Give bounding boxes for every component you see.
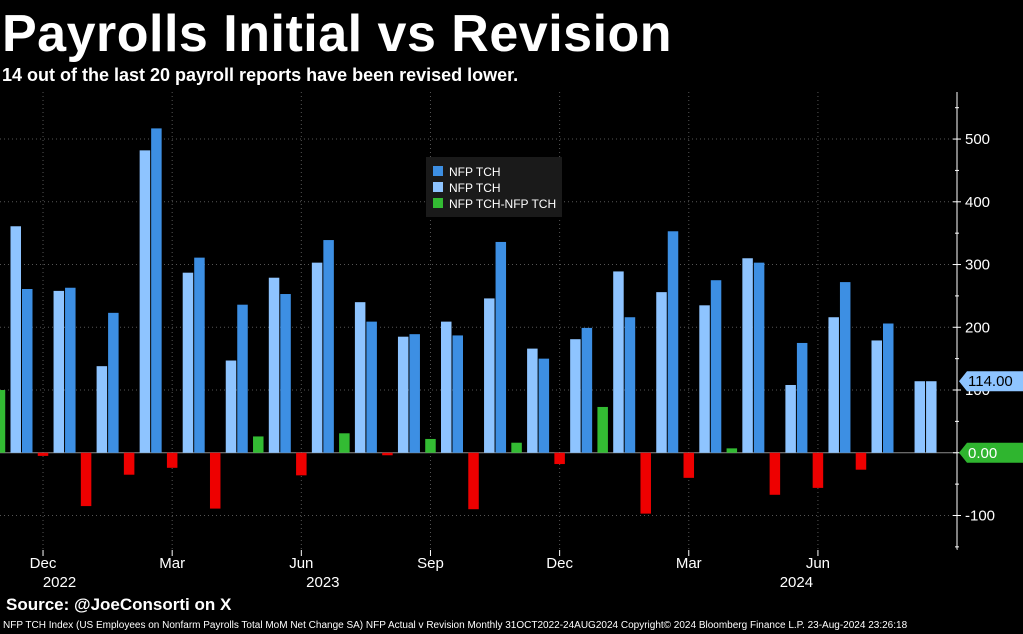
bar-difference (597, 406, 608, 453)
bar-difference (468, 452, 479, 510)
bloomberg-footer: NFP TCH Index (US Employees on Nonfarm P… (3, 620, 908, 631)
legend-label: NFP TCH (449, 181, 501, 195)
bar-revision-latest (926, 381, 937, 453)
bar-revision (65, 287, 76, 453)
x-month-label: Jun (289, 555, 313, 572)
x-month-label: Mar (159, 555, 185, 572)
legend-swatch (433, 166, 443, 176)
bar-revision (753, 262, 765, 453)
x-month-label: Sep (417, 555, 444, 572)
bar-initial (53, 290, 65, 453)
bar-revision (538, 358, 550, 453)
bar-initial (268, 277, 280, 453)
bar-initial (182, 272, 194, 453)
x-month-label: Dec (30, 555, 57, 572)
bar-difference (769, 452, 781, 495)
bar-revision (495, 241, 507, 453)
last-value-tag-label: 114.00 (968, 373, 1013, 390)
bar-revision (581, 327, 593, 453)
bar-revision (710, 280, 722, 453)
legend-label: NFP TCH (449, 165, 501, 179)
bar-initial (311, 262, 323, 453)
bar-revision (151, 128, 162, 453)
zero-value-tag-label: 0.00 (968, 445, 997, 462)
y-tick-label: 500 (965, 131, 990, 148)
bar-difference (296, 452, 307, 476)
legend-swatch (433, 198, 443, 208)
y-tick-label: 300 (965, 257, 990, 274)
bar-revision (624, 317, 636, 453)
bar-difference (855, 452, 867, 470)
x-month-label: Mar (676, 555, 702, 572)
bar-revision (194, 257, 205, 453)
y-tick-label: 400 (965, 194, 990, 211)
last-value-tag: 114.00 (959, 371, 1023, 392)
bar-difference (726, 448, 738, 453)
last-value-tag-shape (959, 371, 1023, 392)
bar-revision (409, 334, 420, 453)
chart-title: Payrolls Initial vs Revision (2, 5, 673, 63)
bar-difference (425, 438, 436, 453)
bar-difference (511, 442, 522, 453)
bar-initial (225, 360, 237, 453)
bar-revision (667, 231, 679, 453)
bar-initial (785, 384, 796, 453)
x-year-label: 2023 (306, 574, 339, 591)
x-year-label: 2024 (780, 574, 813, 591)
bar-initial (527, 348, 538, 453)
bar-difference (80, 452, 92, 507)
bar-difference (339, 433, 350, 453)
x-month-label: Dec (546, 555, 573, 572)
bar-difference (166, 452, 178, 468)
bar-revision (796, 342, 808, 453)
bar-initial-latest (914, 381, 926, 453)
bar-difference (683, 452, 695, 478)
bar-initial (441, 321, 452, 453)
bar-revision (108, 312, 119, 453)
bar-difference (37, 452, 49, 456)
bar-revision (22, 289, 33, 453)
bar-initial (484, 298, 495, 453)
bar-initial (613, 271, 624, 453)
x-year-label: 2022 (43, 574, 76, 591)
bar-difference (123, 452, 135, 475)
bar-initial (397, 336, 409, 453)
source-label: Source: @JoeConsorti on X (6, 595, 232, 614)
bar-initial (699, 305, 710, 453)
bar-revision (280, 294, 291, 453)
bar-revision (237, 304, 248, 453)
legend-label: NFP TCH-NFP TCH (449, 197, 556, 211)
bar-difference (640, 452, 651, 514)
bar-revision (366, 321, 377, 453)
legend-swatch (433, 182, 443, 192)
bar-revision (839, 282, 851, 453)
bar-initial (139, 150, 151, 453)
y-tick-label: -100 (965, 507, 995, 524)
x-month-label: Jun (806, 555, 830, 572)
bar-initial (570, 339, 581, 453)
bar-initial (354, 302, 366, 453)
bar-initial (828, 317, 839, 453)
bar-difference (382, 452, 393, 456)
zero-value-tag-shape (959, 442, 1023, 463)
bar-revision (452, 335, 463, 453)
bar-revision (323, 240, 334, 453)
bar-difference (0, 390, 6, 453)
chart-subtitle: 14 out of the last 20 payroll reports ha… (2, 65, 519, 85)
bar-initial (10, 226, 21, 453)
legend-box (426, 157, 562, 217)
bar-difference (253, 436, 264, 453)
bar-initial (96, 366, 108, 453)
zero-value-tag: 0.00 (959, 442, 1023, 463)
bar-difference (554, 452, 565, 465)
y-tick-label: 200 (965, 319, 990, 336)
bar-revision (883, 323, 894, 453)
bar-initial (656, 292, 667, 453)
bar-initial (742, 258, 753, 453)
bar-difference (812, 452, 824, 488)
bar-initial (871, 340, 882, 453)
bar-difference (209, 452, 221, 509)
